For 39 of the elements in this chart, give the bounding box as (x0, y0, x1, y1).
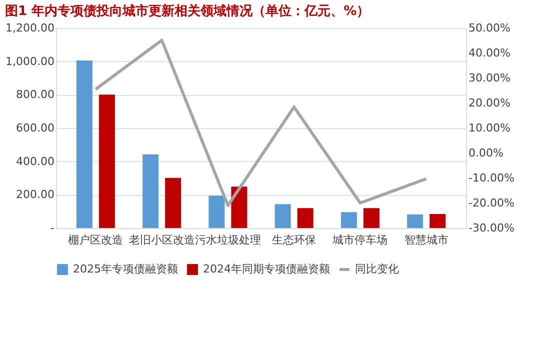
bar (76, 60, 92, 228)
x-tick-label: 智慧城市 (404, 234, 448, 246)
y2-tick-label: -20.00% (468, 196, 514, 210)
bar (363, 208, 380, 228)
y2-tick-label: 20.00% (468, 96, 510, 110)
y2-tick-label: 30.00% (468, 72, 510, 84)
x-tick-label: 污水垃圾处理 (194, 234, 261, 246)
y-tick-label: 800.00 (16, 88, 54, 102)
bar (165, 178, 182, 228)
y-tick-label: 400.00 (16, 154, 54, 168)
y-tick-label: 1,000.00 (6, 54, 54, 68)
y-tick-label: 200.00 (16, 188, 54, 202)
x-tick-label: 老旧小区改造 (128, 234, 195, 246)
bar (98, 94, 115, 228)
x-tick-label: 生态环保 (272, 234, 316, 246)
y2-tick-label: 50.00% (468, 22, 510, 34)
y-tick-label: - (50, 222, 55, 234)
chart-title: 图1 年内专项债投向城市更新相关领域情况（单位：亿元、%） (5, 3, 370, 19)
y2-tick-label: -10.00% (468, 172, 514, 184)
legend-label: 2025年专项债融资额 (73, 262, 178, 276)
legend-label: 2024年同期专项债融资额 (203, 262, 330, 276)
x-tick-label: 城市停车场 (332, 234, 388, 246)
bar (274, 204, 291, 228)
bar (407, 214, 424, 228)
line-series (94, 38, 428, 207)
y-tick-label: 600.00 (16, 122, 54, 134)
y-tick-label: 1,200.00 (6, 22, 54, 34)
bar (231, 186, 248, 228)
bar (208, 196, 225, 228)
y2-tick-label: -30.00% (468, 222, 514, 234)
bar (430, 214, 446, 228)
y2-tick-label: 0.00% (468, 146, 504, 160)
y2-tick-label: 10.00% (468, 122, 510, 134)
y2-tick-label: 40.00% (468, 46, 510, 60)
bar (142, 154, 159, 228)
legend-label: 同比变化 (355, 262, 399, 276)
x-tick-label: 棚户区改造 (68, 234, 124, 246)
bar (297, 208, 314, 228)
bar (340, 212, 357, 228)
